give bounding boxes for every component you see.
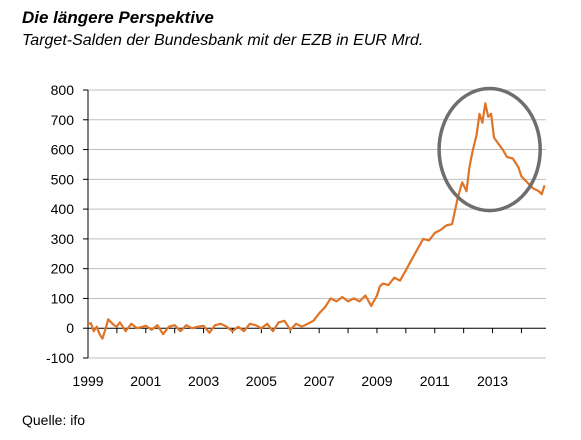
y-tick-label: 200 [51,261,75,277]
series-line [87,102,546,340]
y-tick-label: 500 [51,171,75,187]
y-tick-label: 600 [51,142,75,158]
gridlines [88,89,546,359]
y-tick-label: 0 [66,320,74,336]
x-tick-label: 2003 [188,373,219,389]
x-tick-label: 2011 [420,373,450,389]
x-tick-label: 2013 [477,373,508,389]
chart-title: Die längere Perspektive [22,8,214,27]
axes [83,89,546,359]
x-tick-label: 2005 [246,373,277,389]
source-note: Quelle: ifo [22,412,86,428]
x-tick-label: 2001 [130,373,161,389]
series-group [87,102,546,340]
y-tick-label: 100 [51,290,75,306]
y-tick-labels: -100 0 100 200 300 400 500 600 700 800 [46,82,74,366]
annotation-group [437,86,542,213]
x-tick-labels: 1999 2001 2003 2005 2007 2009 2011 2013 [72,373,508,389]
y-tick-label: 700 [51,112,75,128]
y-tick-label: 300 [51,231,75,247]
chart-subtitle: Target-Salden der Bundesbank mit der EZB… [22,32,424,49]
x-tick-label: 2009 [361,373,392,389]
highlight-ellipse [437,86,542,213]
y-tick-label: 800 [51,82,75,98]
x-tick-label: 1999 [72,373,103,389]
x-tick-label: 2007 [304,373,335,389]
y-tick-label: 400 [51,201,75,217]
y-tick-label: -100 [46,350,74,366]
